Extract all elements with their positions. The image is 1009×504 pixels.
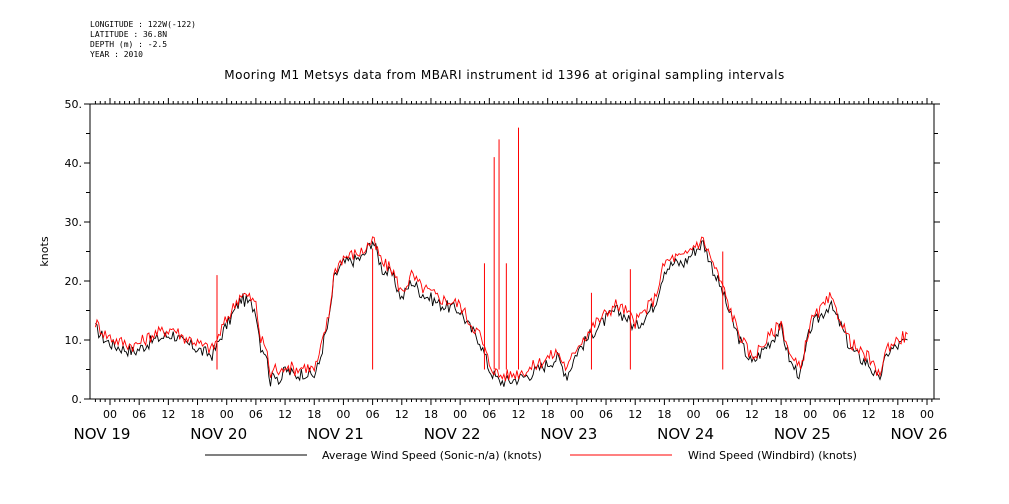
x-hour-label: 18: [191, 408, 205, 421]
x-hour-label: 18: [541, 408, 555, 421]
legend-label-sonic: Average Wind Speed (Sonic-n/a) (knots): [322, 449, 542, 462]
year-text: YEAR : 2010: [90, 50, 143, 59]
x-hour-label: 06: [482, 408, 496, 421]
x-hour-label: 12: [628, 408, 642, 421]
x-hour-label: 12: [862, 408, 876, 421]
depth-text: DEPTH (m) : -2.5: [90, 40, 168, 49]
x-hour-label: 00: [803, 408, 817, 421]
longitude-text: LONGITUDE : 122W(-122): [90, 20, 196, 29]
x-date-label: NOV 26: [891, 425, 948, 443]
x-date-label: NOV 21: [307, 425, 364, 443]
metadata-header: LONGITUDE : 122W(-122) LATITUDE : 36.8N …: [90, 20, 196, 60]
x-hour-label: 12: [395, 408, 409, 421]
x-hour-label: 12: [161, 408, 175, 421]
chart-title: Mooring M1 Metsys data from MBARI instru…: [224, 68, 785, 82]
x-hour-label: 12: [745, 408, 759, 421]
series-line-windbird: [94, 236, 908, 382]
x-hour-label: 18: [424, 408, 438, 421]
y-tick-label: 30.: [65, 216, 83, 229]
x-hour-label: 06: [599, 408, 613, 421]
y-tick-label: 10.: [65, 334, 83, 347]
y-axis-label: knots: [38, 236, 51, 266]
x-hour-label: 00: [687, 408, 701, 421]
y-tick-label: 20.: [65, 275, 83, 288]
x-hour-label: 00: [920, 408, 934, 421]
x-date-label: NOV 25: [774, 425, 831, 443]
x-date-label: NOV 22: [424, 425, 481, 443]
x-hour-label: 06: [716, 408, 730, 421]
x-hour-label: 00: [336, 408, 350, 421]
x-date-label: NOV 20: [190, 425, 247, 443]
x-hour-label: 12: [278, 408, 292, 421]
x-hour-label: 18: [657, 408, 671, 421]
x-date-label: NOV 23: [540, 425, 597, 443]
x-hour-label: 06: [132, 408, 146, 421]
x-date-label: NOV 19: [74, 425, 131, 443]
y-tick-label: 50.: [65, 98, 83, 111]
series-line-sonic: [95, 240, 908, 387]
y-tick-label: 40.: [65, 157, 83, 170]
legend-label-windbird: Wind Speed (Windbird) (knots): [688, 449, 857, 462]
x-date-label: NOV 24: [657, 425, 714, 443]
x-hour-label: 06: [832, 408, 846, 421]
latitude-text: LATITUDE : 36.8N: [90, 30, 168, 39]
x-hour-label: 00: [103, 408, 117, 421]
y-tick-label: 0.: [72, 393, 83, 406]
x-hour-label: 00: [453, 408, 467, 421]
x-hour-label: 06: [366, 408, 380, 421]
x-hour-label: 00: [220, 408, 234, 421]
x-hour-label: 18: [774, 408, 788, 421]
x-hour-label: 00: [570, 408, 584, 421]
x-hour-label: 06: [249, 408, 263, 421]
x-hour-label: 18: [891, 408, 905, 421]
x-hour-label: 18: [307, 408, 321, 421]
x-hour-label: 12: [512, 408, 526, 421]
